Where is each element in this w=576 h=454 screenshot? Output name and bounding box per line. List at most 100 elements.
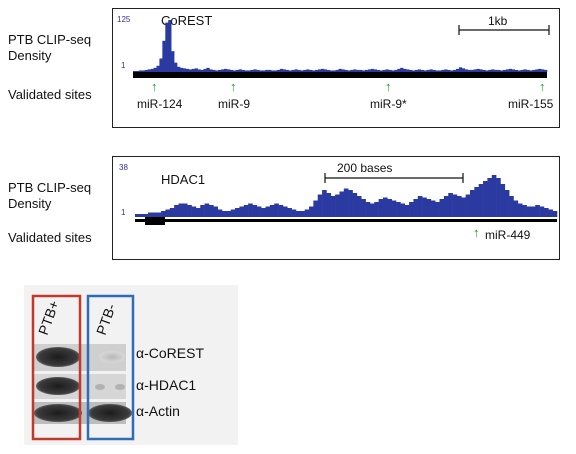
density-bar [529, 70, 533, 72]
antibody-label-actin: α-Actin [136, 403, 180, 419]
density-bar [250, 69, 254, 72]
density-bar [212, 69, 216, 72]
density-bar [197, 69, 201, 72]
density-bar [364, 69, 369, 72]
density-bar [517, 70, 521, 72]
density-bar [452, 194, 458, 217]
density-bar [304, 209, 310, 217]
density-bar [441, 69, 445, 72]
density-bar [359, 69, 363, 72]
density-bar [135, 70, 140, 72]
density-bar [295, 211, 301, 217]
density-bar [406, 69, 410, 72]
density-bar [373, 69, 378, 72]
density-bar [396, 202, 401, 217]
density-bar [148, 212, 153, 217]
density-bar [191, 206, 197, 217]
site-mir-155: miR-155 [508, 97, 554, 111]
density-bar [388, 69, 392, 72]
density-bar [339, 191, 345, 217]
density-bar [548, 209, 553, 217]
density-bar [491, 69, 495, 72]
density-label-line1: PTB CLIP-seq [8, 32, 92, 47]
density-bar [367, 69, 372, 72]
corest-gene-label: CoREST [161, 13, 213, 28]
density-bar [229, 69, 234, 72]
band-corest-ptb-minus [99, 351, 125, 363]
density-bar [476, 68, 480, 72]
density-bar [400, 67, 404, 72]
density-bar [317, 69, 322, 72]
density-bar [235, 69, 240, 72]
density-bar [194, 68, 198, 72]
density-bar [143, 214, 149, 217]
density-bar [494, 69, 498, 72]
density-bar [348, 190, 353, 217]
density-bar [426, 199, 432, 217]
density-bar [382, 197, 388, 217]
density-bar [448, 193, 453, 217]
band-actin-ptb-minus [88, 404, 132, 422]
density-bar [213, 206, 218, 217]
density-bar [294, 69, 298, 72]
density-bar [509, 196, 514, 217]
density-bar [420, 69, 424, 72]
density-bar [485, 70, 489, 72]
density-label: PTB CLIP-seq Density [8, 32, 91, 64]
band-hdac1-ptb-minus-b [115, 384, 125, 390]
density-bar [309, 69, 313, 72]
density-bar [439, 199, 445, 217]
density-bar [369, 203, 375, 217]
density-bar [385, 69, 389, 72]
density-bar [387, 199, 392, 217]
density-bar [469, 190, 475, 217]
density-bar [538, 68, 542, 72]
density-bar [500, 184, 506, 217]
density-bar [530, 206, 536, 217]
density-bar [200, 205, 205, 217]
density-bar [153, 67, 157, 72]
density-bar [230, 209, 236, 217]
density-bar [182, 68, 187, 72]
density-bar [315, 69, 319, 72]
hdac1-gene-label: HDAC1 [161, 172, 206, 187]
density-bar [461, 68, 466, 72]
density-bar [195, 208, 201, 217]
up-arrow-icon: ↑ [385, 79, 392, 94]
density-bar [215, 70, 219, 72]
density-bar [464, 69, 469, 72]
density-bar [271, 70, 275, 72]
density-bar [394, 69, 398, 72]
corest-track-panel: 125 1 CoREST 1kb ↑ miR-124 ↑ miR-9 ↑ miR… [112, 8, 560, 128]
density-bar [338, 68, 342, 72]
density-bar [535, 69, 539, 72]
density-bar [241, 69, 245, 72]
density-bar [256, 69, 260, 72]
density-bar [429, 69, 433, 72]
corest-ymax-label: 125 [117, 15, 131, 24]
density-bar [473, 69, 477, 72]
density-bar [435, 202, 440, 217]
hdac1-scale-label: 200 bases [337, 161, 393, 175]
density-bar [285, 69, 289, 72]
density-bar [300, 70, 304, 72]
density-bar [253, 69, 257, 72]
density-bar [411, 70, 416, 72]
density-bar [268, 69, 272, 72]
density-bar [365, 202, 371, 217]
density-bar [156, 65, 160, 72]
density-bar [326, 193, 332, 217]
density-bar [243, 205, 249, 217]
density-bar [221, 69, 225, 72]
hdac1-exon-block [145, 217, 165, 225]
up-arrow-icon: ↑ [473, 225, 480, 240]
density-bar [430, 200, 436, 217]
density-bar [352, 193, 358, 217]
density-bar [147, 69, 151, 72]
density-bar [450, 70, 454, 72]
density-bar [235, 208, 240, 217]
density-bar [432, 69, 436, 72]
density-bar [269, 205, 275, 217]
density-bar [239, 206, 245, 217]
density-bar [500, 70, 504, 72]
